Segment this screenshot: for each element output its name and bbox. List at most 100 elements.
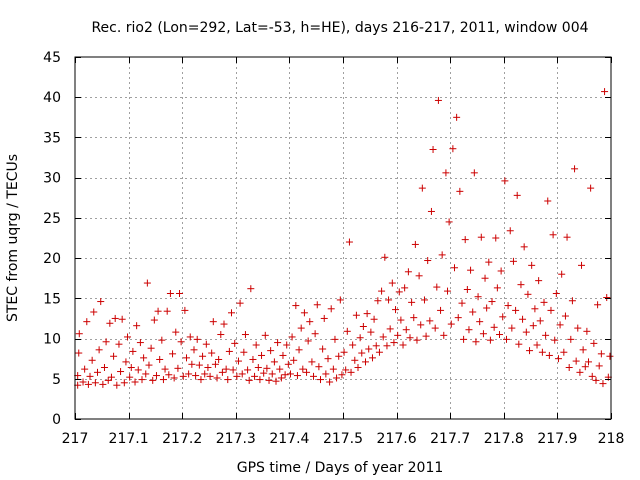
data-point (338, 371, 346, 379)
data-point (429, 146, 437, 154)
data-point (499, 313, 507, 321)
data-point (581, 363, 589, 371)
data-point (399, 341, 407, 349)
data-point (199, 352, 207, 360)
data-point (372, 342, 380, 350)
data-point (104, 376, 112, 384)
data-point (368, 354, 376, 362)
data-point (354, 364, 362, 372)
data-point (176, 290, 184, 298)
data-point (477, 233, 485, 241)
data-point (326, 378, 334, 386)
data-point (120, 379, 128, 387)
data-point (254, 364, 262, 372)
data-point (143, 279, 151, 287)
data-point (568, 297, 576, 305)
data-point (561, 312, 569, 320)
y-tick-label: 30 (43, 171, 61, 187)
data-point (571, 165, 579, 173)
data-point (127, 364, 135, 372)
data-point (179, 372, 187, 380)
data-point (479, 330, 487, 338)
data-point (110, 352, 118, 360)
data-point (520, 243, 528, 251)
data-point (531, 305, 539, 313)
data-point (583, 327, 591, 335)
data-point (515, 340, 523, 348)
y-axis-label: STEC from uqrg / TECUs (5, 154, 21, 322)
data-point (363, 310, 371, 318)
data-point (292, 302, 300, 310)
data-point (169, 350, 177, 358)
data-point (408, 298, 416, 306)
y-tick-label: 45 (43, 50, 61, 66)
data-point (283, 341, 291, 349)
data-point (359, 322, 367, 330)
data-point (208, 349, 216, 357)
data-point (192, 372, 200, 380)
data-point (304, 337, 312, 345)
data-point (241, 331, 249, 339)
data-point (124, 333, 132, 341)
data-point (463, 285, 471, 293)
data-point (529, 322, 537, 330)
data-point (79, 378, 87, 386)
data-point (533, 341, 541, 349)
data-point (554, 355, 562, 363)
data-point (538, 348, 546, 356)
data-point (461, 236, 469, 244)
data-point (356, 334, 364, 342)
data-point (385, 296, 393, 304)
data-point (444, 287, 452, 295)
data-point (335, 352, 343, 360)
data-point (565, 364, 573, 372)
data-points (74, 88, 614, 389)
data-point (84, 380, 92, 388)
data-point (133, 322, 141, 330)
data-point (249, 355, 257, 363)
data-point (488, 298, 496, 306)
data-point (476, 318, 484, 326)
data-point (102, 338, 110, 346)
data-point (560, 348, 568, 356)
data-point (388, 279, 396, 287)
data-point (458, 299, 466, 307)
data-point (392, 306, 400, 314)
data-point (94, 368, 102, 376)
data-point (365, 345, 373, 353)
data-point (433, 283, 441, 291)
x-tick-label: 217 (62, 431, 89, 447)
data-point (374, 297, 382, 305)
data-point (320, 314, 328, 322)
data-point (456, 187, 464, 195)
data-point (122, 358, 130, 366)
data-point (129, 347, 137, 355)
data-point (222, 365, 230, 373)
data-point (107, 373, 115, 381)
data-point (213, 374, 221, 382)
data-point (336, 296, 344, 304)
data-point (465, 326, 473, 334)
data-point (542, 331, 550, 339)
data-point (166, 290, 174, 298)
data-point (244, 366, 252, 374)
data-point (272, 377, 280, 385)
y-tick-label: 0 (52, 412, 61, 428)
data-point (469, 308, 477, 316)
data-point (472, 338, 480, 346)
data-point (182, 354, 190, 362)
data-point (383, 342, 391, 350)
data-point (485, 258, 493, 266)
data-point (347, 368, 355, 376)
data-point (245, 376, 253, 384)
data-point (228, 309, 236, 317)
data-point (220, 320, 228, 328)
data-point (284, 360, 292, 368)
data-point (297, 324, 305, 332)
data-point (420, 296, 428, 304)
data-point (126, 373, 134, 381)
data-point (90, 308, 98, 316)
data-point (233, 372, 241, 380)
data-point (434, 96, 442, 104)
data-point (490, 323, 498, 331)
